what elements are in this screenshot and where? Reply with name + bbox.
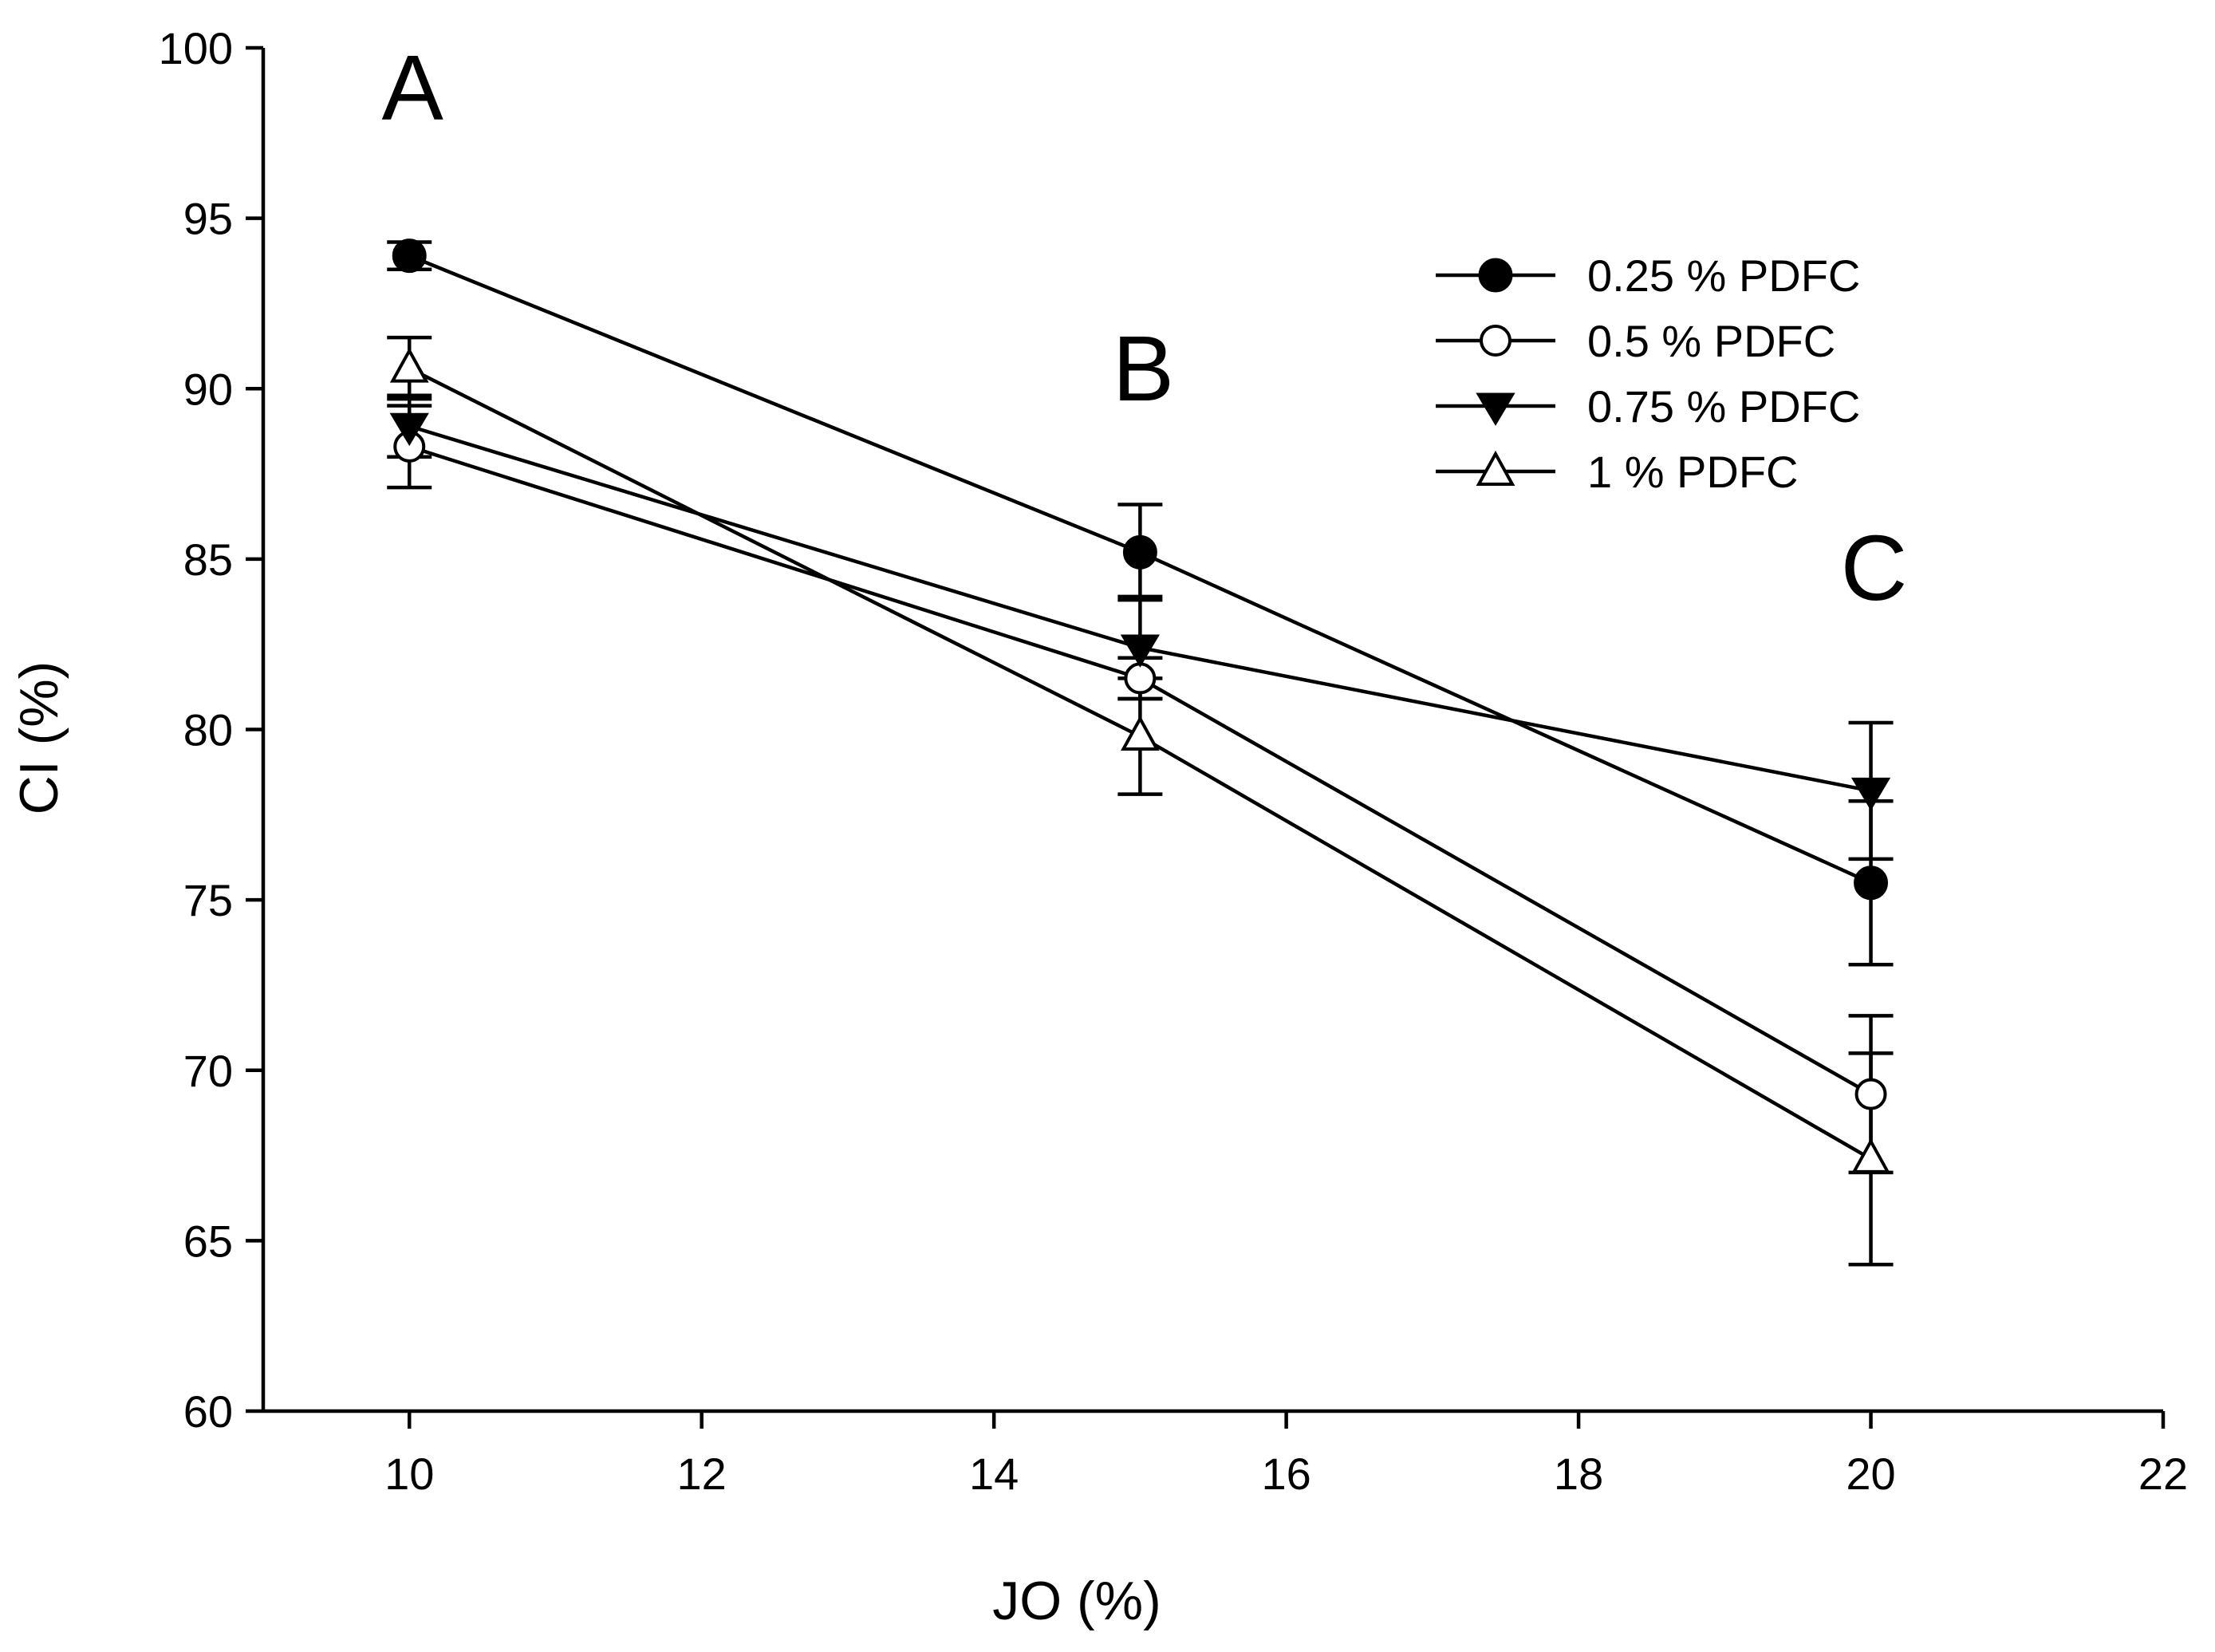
legend-label: 0.5 % PDFC	[1587, 316, 1835, 366]
data-point	[1124, 662, 1157, 695]
y-tick-label: 95	[183, 194, 233, 244]
data-point	[1854, 865, 1889, 901]
y-tick-label: 70	[183, 1046, 233, 1096]
x-tick-label: 14	[969, 1449, 1019, 1499]
legend-entry: 0.25 % PDFC	[1436, 250, 1860, 301]
legend-entry: 1 % PDFC	[1436, 447, 1799, 497]
y-tick-label: 75	[183, 875, 233, 925]
y-axis-title: CI (%)	[9, 661, 69, 815]
x-tick-label: 12	[677, 1449, 727, 1499]
data-point	[1851, 1137, 1890, 1173]
data-point	[1120, 715, 1160, 751]
y-tick-label: 90	[183, 364, 233, 414]
legend-entry: 0.75 % PDFC	[1436, 381, 1860, 432]
x-tick-label: 18	[1554, 1449, 1603, 1499]
y-tick-label: 100	[159, 23, 233, 73]
legend-label: 0.75 % PDFC	[1587, 381, 1860, 432]
data-point	[1850, 777, 1891, 811]
legend: 0.25 % PDFC 0.5 % PDFC 0.75 % PDFC 1 % PDFC	[1436, 250, 1860, 497]
data-point	[1122, 534, 1157, 570]
annotation-label: C	[1841, 516, 1908, 620]
legend-marker	[1480, 325, 1511, 357]
x-tick-label: 22	[2138, 1449, 2188, 1499]
plot-area: 60 65 70 75 80 85 90 95 100 10 12 14 16 18 20 22 A B C	[159, 23, 2189, 1499]
y-tick-label: 65	[183, 1216, 233, 1266]
data-point	[1120, 634, 1161, 668]
y-tick-label: 85	[183, 534, 233, 585]
legend-marker	[1476, 450, 1515, 486]
x-tick-label: 20	[1846, 1449, 1895, 1499]
y-tick-label: 60	[183, 1386, 233, 1437]
data-point	[1854, 1078, 1887, 1110]
y-tick-label: 80	[183, 705, 233, 755]
annotation-label: B	[1113, 317, 1174, 420]
data-point	[389, 412, 429, 447]
annotation-label: A	[382, 36, 444, 140]
legend-label: 1 % PDFC	[1587, 447, 1799, 497]
legend-entry: 0.5 % PDFC	[1436, 316, 1835, 366]
x-tick-label: 16	[1261, 1449, 1310, 1499]
data-point	[389, 347, 429, 383]
legend-marker	[1476, 392, 1515, 426]
legend-marker	[1478, 258, 1513, 293]
data-point	[392, 239, 427, 274]
x-axis-title: JO (%)	[992, 1571, 1161, 1631]
legend-label: 0.25 % PDFC	[1587, 250, 1860, 301]
x-tick-label: 10	[384, 1449, 434, 1499]
